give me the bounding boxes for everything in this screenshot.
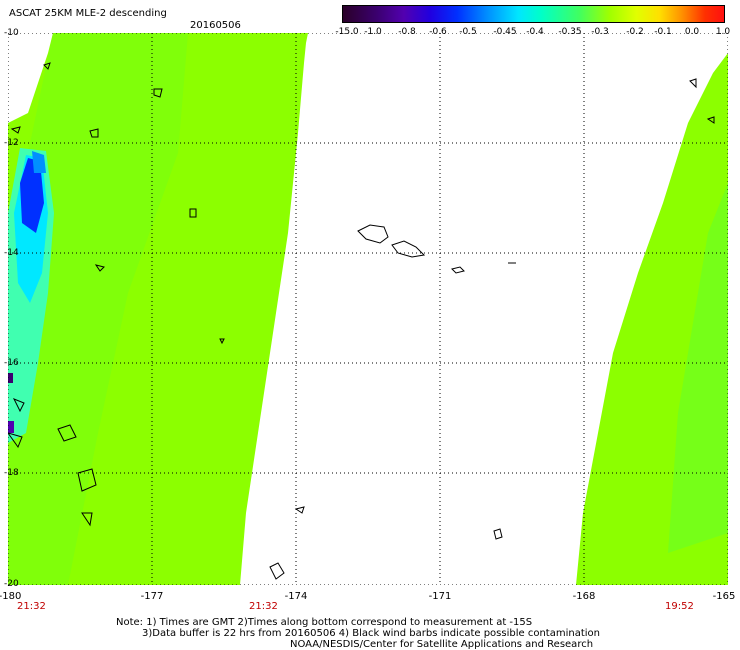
island <box>689 78 697 89</box>
colorbar-tick: -15.0 <box>335 27 359 37</box>
colorbar-tick: -0.2 <box>626 27 644 37</box>
x-tick-label: -177 <box>140 591 164 602</box>
x-tick-label: -180 <box>0 591 22 602</box>
island <box>153 88 163 98</box>
island <box>94 264 105 272</box>
right-swath-band <box>668 183 728 553</box>
colorbar-tick: -0.4 <box>526 27 544 37</box>
time-label: 19:52 <box>665 601 694 612</box>
y-tick-label: -16 <box>4 358 19 368</box>
island <box>57 424 77 442</box>
island <box>269 562 285 580</box>
island <box>43 62 51 70</box>
island <box>451 266 465 274</box>
blue-core <box>20 158 44 233</box>
note-line-2: 3)Data buffer is 22 hrs from 20160506 4)… <box>142 628 600 639</box>
colorbar-tick: -0.5 <box>459 27 477 37</box>
x-tick-label: -165 <box>712 591 736 602</box>
colorbar-tick: 1.0 <box>715 27 731 37</box>
island <box>189 208 197 218</box>
colorbar <box>342 5 725 23</box>
time-label: 21:32 <box>17 601 46 612</box>
left-swath-band <box>8 33 188 585</box>
island <box>77 468 97 492</box>
island <box>10 126 21 134</box>
island <box>493 528 503 540</box>
colorbar-tick: -0.45 <box>493 27 517 37</box>
purple-pixel <box>8 421 14 433</box>
colorbar-ticks: -15.0 -1.0 -0.8 -0.6 -0.5 -0.45 -0.4 -0.… <box>330 27 735 37</box>
time-label: 21:32 <box>249 601 278 612</box>
x-tick-label: -168 <box>572 591 596 602</box>
x-tick-label: -171 <box>428 591 452 602</box>
samoa-island <box>391 240 426 258</box>
x-tick-label: -174 <box>284 591 308 602</box>
grid <box>8 33 728 585</box>
note-line-3: NOAA/NESDIS/Center for Satellite Applica… <box>290 639 594 650</box>
island <box>12 398 25 413</box>
colorbar-tick: -0.3 <box>591 27 609 37</box>
island <box>219 338 225 345</box>
samoa-island <box>357 224 389 244</box>
island <box>294 506 305 514</box>
purple-pixel <box>8 373 13 383</box>
island <box>89 128 99 138</box>
colorbar-tick: -0.6 <box>429 27 447 37</box>
y-tick-label: -18 <box>4 468 19 478</box>
colorbar-tick: -1.0 <box>364 27 382 37</box>
y-tick-label: -12 <box>4 138 19 148</box>
y-tick-label: -10 <box>4 28 19 38</box>
colorbar-tick: -0.8 <box>398 27 416 37</box>
island <box>81 512 93 527</box>
colorbar-tick: -0.35 <box>558 27 582 37</box>
colorbar-tick: -0.1 <box>654 27 672 37</box>
y-tick-label: -20 <box>4 579 19 589</box>
map-plot <box>8 33 728 585</box>
y-tick-label: -14 <box>4 248 19 258</box>
map-title: ASCAT 25KM MLE-2 descending <box>9 8 167 19</box>
note-line-1: Note: 1) Times are GMT 2)Times along bot… <box>116 617 533 628</box>
island <box>706 116 715 124</box>
colorbar-tick: 0.0 <box>684 27 700 37</box>
island <box>8 432 23 449</box>
map-date: 20160506 <box>190 20 241 31</box>
blue-fringe <box>32 151 46 173</box>
islands <box>8 62 715 580</box>
